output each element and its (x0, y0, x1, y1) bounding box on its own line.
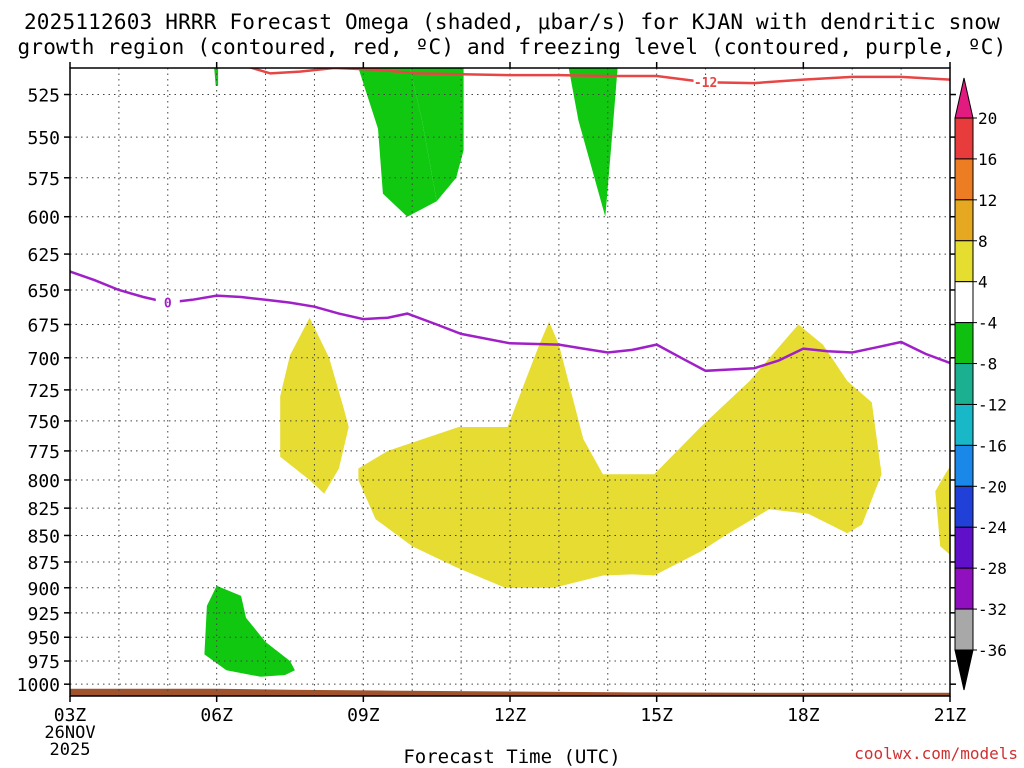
colorbar-box (954, 608, 974, 651)
freezing-contour-line (70, 270, 950, 373)
omega-region-6 (204, 585, 295, 677)
colorbar-bottom-arrow (954, 649, 974, 691)
x-tick-year: 2025 (50, 740, 91, 760)
freezing-contour-label: 0 (164, 297, 172, 312)
y-tick-label: 850 (27, 526, 60, 547)
colorbar-top-arrow (954, 77, 974, 119)
colorbar-box (954, 444, 974, 487)
y-tick-label: 1000 (17, 675, 60, 696)
y-tick-label: 600 (27, 208, 60, 229)
colorbar-label: -28 (978, 559, 1007, 578)
dgz-contour-label-bg (693, 75, 718, 89)
x-tick-label: 03Z (54, 705, 87, 726)
x-tick-date: 26NOV (44, 723, 95, 743)
y-tick-label: 550 (27, 128, 60, 149)
y-tick-label: 950 (27, 628, 60, 649)
y-tick-label: 625 (27, 245, 60, 266)
colorbar-box (954, 199, 974, 242)
colorbar-label: -8 (978, 355, 997, 374)
y-tick-label: 825 (27, 499, 60, 520)
y-tick-label: 575 (27, 169, 60, 190)
colorbar-box (954, 281, 974, 324)
omega-region-3 (334, 68, 464, 202)
colorbar-label: 8 (978, 232, 988, 251)
y-tick-label: 525 (27, 86, 60, 107)
x-tick-label: 21Z (934, 705, 967, 726)
y-tick-label: 800 (27, 471, 60, 492)
dgz-contour-line (247, 68, 950, 85)
colorbar-label: -36 (978, 641, 1007, 660)
x-axis-title: Forecast Time (UTC) (403, 746, 621, 768)
colorbar-label: 12 (978, 191, 997, 210)
y-tick-label: 750 (27, 412, 60, 433)
omega-region-1 (280, 317, 349, 494)
colorbar-box (954, 158, 974, 201)
omega-region-2 (935, 466, 950, 555)
y-tick-label: 925 (27, 604, 60, 625)
colorbar-label: -12 (978, 395, 1007, 414)
x-tick-label: 09Z (347, 705, 380, 726)
chart-title-line2: growth region (contoured, red, ºC) and f… (17, 35, 1007, 59)
dgz-contour-label: -12 (694, 76, 717, 91)
colorbar-label: -32 (978, 600, 1007, 619)
omega-region-7 (214, 68, 219, 86)
y-tick-label: 650 (27, 281, 60, 302)
colorbar-box (954, 322, 974, 365)
y-tick-label: 900 (27, 579, 60, 600)
y-tick-label: 775 (27, 442, 60, 463)
y-tick-label: 875 (27, 553, 60, 574)
omega-region-5 (568, 68, 618, 217)
colorbar-label: -16 (978, 436, 1007, 455)
x-tick-label: 06Z (200, 705, 233, 726)
credit-text: coolwx.com/models (854, 744, 1018, 763)
colorbar-label: -4 (978, 314, 997, 333)
colorbar-label: -24 (978, 518, 1007, 537)
y-tick-label: 675 (27, 316, 60, 337)
y-tick-label: 700 (27, 349, 60, 370)
omega-region-0 (358, 321, 882, 588)
colorbar-box (954, 526, 974, 569)
colorbar-box (954, 567, 974, 610)
y-tick-label: 975 (27, 652, 60, 673)
colorbar-box (954, 403, 974, 446)
colorbar-box (954, 240, 974, 283)
x-tick-label: 15Z (640, 705, 673, 726)
x-tick-label: 12Z (494, 705, 527, 726)
colorbar-label: -20 (978, 477, 1007, 496)
colorbar-box (954, 117, 974, 160)
y-tick-label: 725 (27, 381, 60, 402)
chart-title-line1: 2025112603 HRRR Forecast Omega (shaded, … (23, 10, 1001, 34)
colorbar-label: 16 (978, 150, 997, 169)
colorbar-label: 4 (978, 273, 988, 292)
x-tick-label: 18Z (787, 705, 820, 726)
terrain-fill (70, 688, 950, 696)
colorbar-label: 20 (978, 109, 997, 128)
colorbar-box (954, 363, 974, 405)
omega-region-4 (358, 68, 437, 217)
freezing-contour-label-bg (155, 295, 180, 309)
colorbar-box (954, 485, 974, 528)
